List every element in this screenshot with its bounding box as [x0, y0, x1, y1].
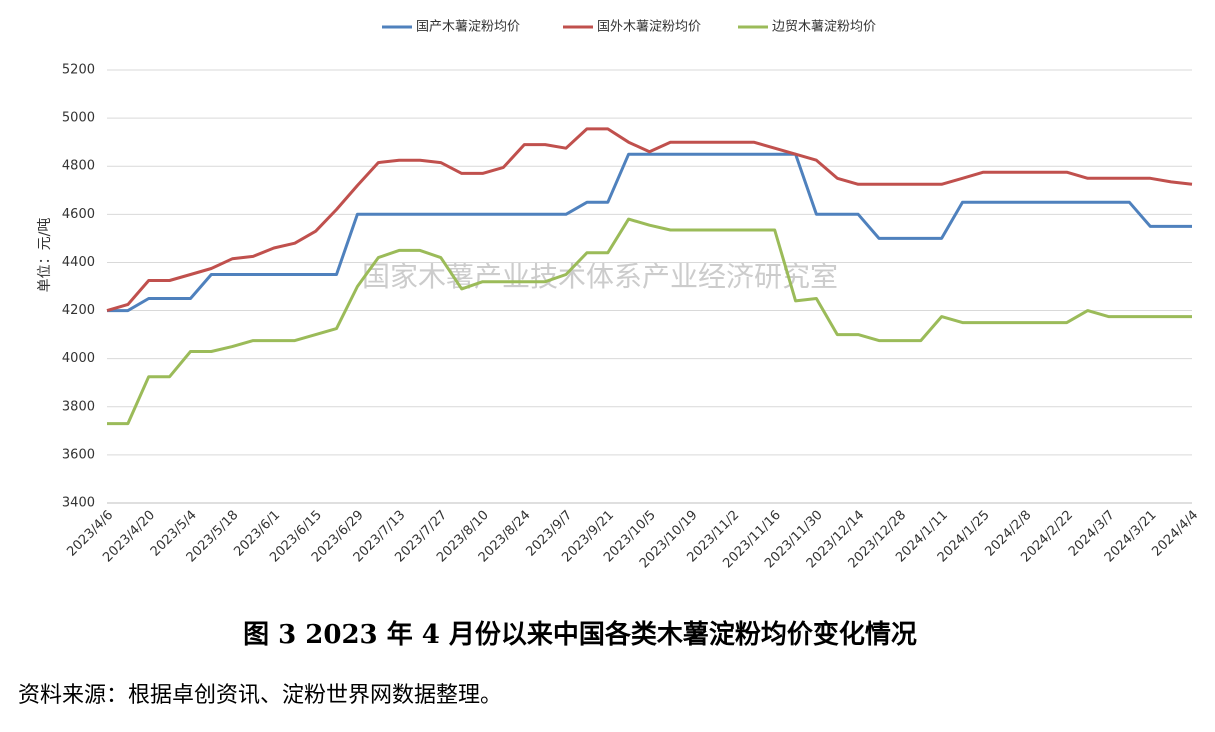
series-line	[107, 152, 1192, 313]
y-tick-label: 4400	[62, 255, 95, 270]
y-tick-label: 3400	[62, 496, 95, 511]
y-tick-label: 5000	[62, 111, 95, 126]
y-tick-label: 4200	[62, 303, 95, 318]
legend-label: 边贸木薯淀粉均价	[772, 20, 876, 35]
y-tick-label: 3800	[62, 399, 95, 414]
caption: 图 3 2023 年 4 月份以来中国各类木薯淀粉均价变化情况	[243, 619, 917, 650]
legend-label: 国产木薯淀粉均价	[416, 20, 520, 35]
x-tick-label: 2024/4/4	[1149, 508, 1201, 560]
y-tick-label: 5200	[62, 63, 95, 78]
series-line	[106, 127, 1193, 313]
y-axis-label: 单位：元/吨	[37, 218, 53, 293]
y-tick-label: 4600	[62, 207, 95, 222]
legend-label: 国外木薯淀粉均价	[597, 20, 701, 35]
watermark: 国家木薯产业技术体系产业经济研究室	[362, 260, 838, 293]
y-tick-label: 4000	[62, 351, 95, 366]
source: 资料来源：根据卓创资讯、淀粉世界网数据整理。	[18, 683, 502, 708]
series-line	[107, 217, 1192, 426]
y-tick-label: 3600	[62, 447, 95, 462]
y-tick-label: 4800	[62, 159, 95, 174]
